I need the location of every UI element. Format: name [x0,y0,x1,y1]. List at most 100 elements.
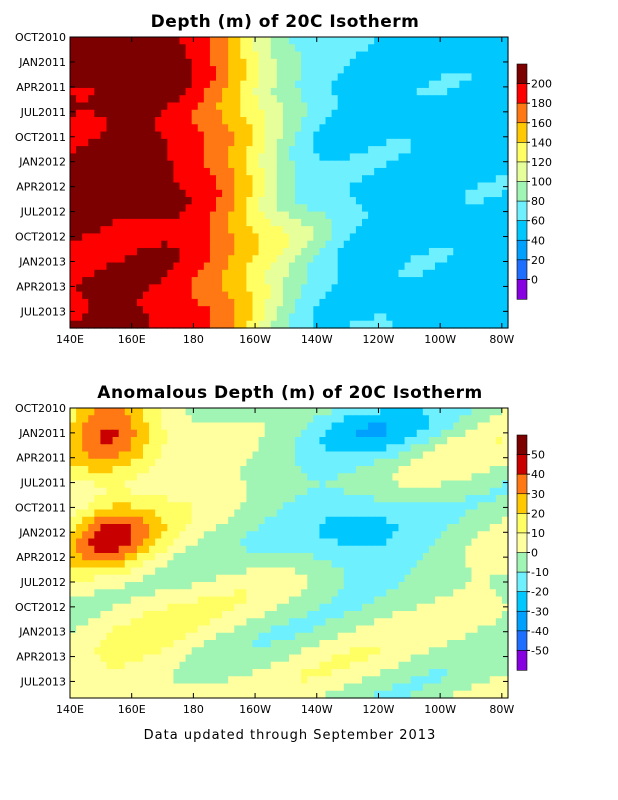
field-cell [289,596,296,605]
field-cell [495,44,503,53]
field-cell [483,553,491,561]
field-cell [82,553,89,561]
field-cell [489,240,497,249]
field-cell [422,167,430,176]
field-cell [422,189,430,198]
field-cell [301,226,308,235]
field-cell [258,117,266,125]
field-cell [331,226,339,235]
field-cell [355,313,363,322]
field-cell [416,408,424,416]
field-cell [380,284,387,293]
field-cell [100,603,108,612]
field-cell [185,160,193,169]
x-tick-label: 140E [56,333,84,346]
field-cell [124,262,132,271]
field-cell [216,574,223,583]
field-cell [349,109,357,118]
field-cell [428,487,436,496]
field-cell [173,153,181,162]
field-cell [112,603,120,612]
field-cell [240,218,248,227]
field-cell [295,262,302,271]
field-cell [368,567,375,576]
field-cell [100,102,108,111]
field-cell [106,226,114,235]
field-cell [246,480,254,489]
field-cell [185,146,193,155]
field-cell [197,226,205,235]
field-cell [161,429,168,438]
field-cell [368,603,375,612]
field-cell [477,247,485,256]
field-cell [228,80,235,89]
field-cell [374,226,381,235]
field-cell [82,117,89,125]
field-cell [471,262,479,271]
field-cell [392,291,400,300]
field-cell [489,574,497,583]
field-cell [319,233,327,242]
field-cell [185,138,193,147]
field-cell [428,451,436,460]
field-cell [295,298,302,307]
field-cell [209,182,217,191]
field-cell [307,415,314,424]
field-cell [228,109,235,118]
field-cell [301,582,308,590]
field-cell [349,138,357,147]
field-cell [477,226,485,235]
field-cell [88,415,95,424]
field-cell [477,545,485,554]
field-cell [276,102,284,111]
field-cell [282,240,290,249]
field-cell [228,182,235,191]
field-cell [428,153,436,162]
field-cell [398,306,406,315]
field-cell [94,545,102,554]
field-cell [374,44,381,53]
field-cell [124,545,132,554]
field-cell [422,284,430,293]
field-cell [459,124,467,133]
field-cell [130,138,138,147]
field-cell [118,298,126,307]
field-cell [197,247,205,256]
field-cell [179,553,187,561]
field-cell [477,509,485,518]
field-cell [155,313,162,322]
field-cell [459,509,467,518]
field-cell [222,124,229,133]
field-cell [185,582,193,590]
field-cell [416,306,424,315]
field-cell [100,167,108,176]
field-cell [331,313,339,322]
field-cell [88,175,95,184]
field-cell [82,226,89,235]
field-cell [88,524,95,532]
field-cell [495,124,503,133]
field-cell [331,182,339,191]
field-cell [362,255,369,264]
field-cell [173,466,181,474]
field-cell [276,487,284,496]
field-cell [289,197,296,205]
field-cell [368,320,375,329]
field-cell [70,437,77,445]
field-cell [301,146,308,155]
field-cell [483,131,491,140]
field-cell [276,277,284,285]
field-cell [374,313,381,322]
field-cell [203,545,211,554]
field-cell [307,240,314,249]
field-cell [185,538,193,547]
field-cell [447,73,454,82]
field-cell [252,175,260,184]
field-cell [203,37,211,45]
field-cell [82,138,89,147]
field-cell [197,44,205,53]
field-cell [447,473,454,482]
field-cell [319,451,327,460]
field-cell [149,284,156,293]
field-cell [70,502,77,511]
